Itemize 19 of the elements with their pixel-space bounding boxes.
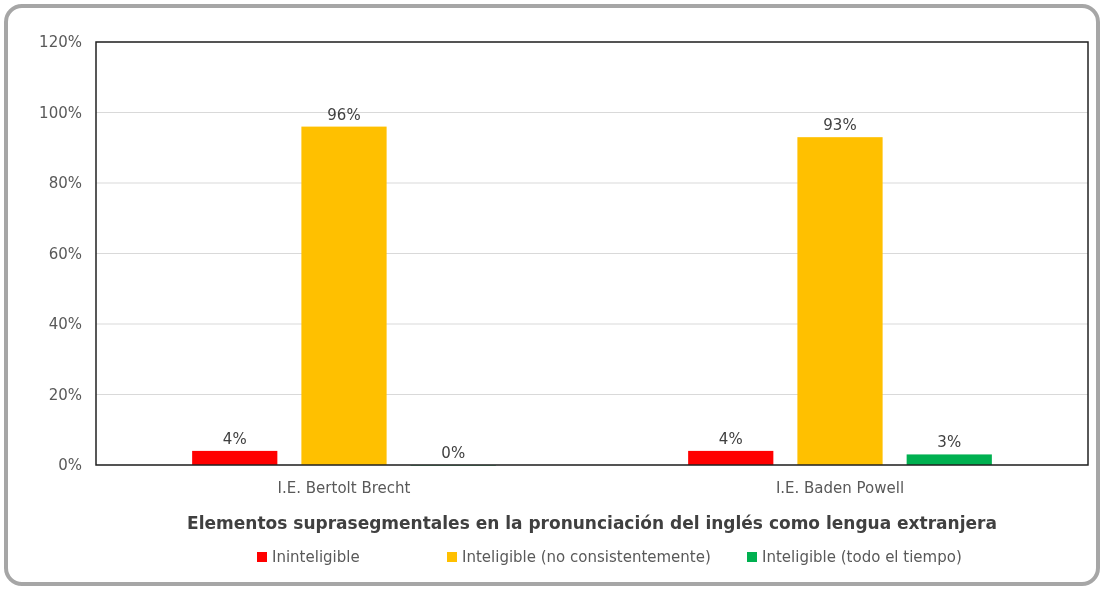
y-tick-label: 80% — [48, 174, 82, 193]
data-label: 93% — [823, 116, 857, 135]
y-tick-label: 120% — [39, 33, 82, 52]
x-tick-label: I.E. Baden Powell — [775, 479, 905, 497]
data-label: 96% — [327, 105, 361, 124]
y-tick-label: 100% — [39, 103, 82, 122]
data-label: 3% — [937, 433, 962, 452]
x-axis-title: Elementos suprasegmentales en la pronunciación del inglés como lengua extranjera — [187, 513, 997, 533]
y-tick-label: 60% — [48, 244, 82, 263]
x-tick-label: I.E. Bertolt Brecht — [277, 479, 411, 497]
legend-label: Ininteligible — [272, 548, 360, 567]
legend-label: Inteligible (todo el tiempo) — [762, 548, 962, 567]
data-label: 4% — [222, 429, 247, 448]
legend-label: Inteligible (no consistentemente) — [462, 548, 711, 567]
data-label: 4% — [718, 429, 743, 448]
y-tick-label: 20% — [48, 385, 82, 404]
y-tick-label: 0% — [58, 456, 82, 475]
y-tick-label: 40% — [48, 315, 82, 334]
data-label: 0% — [441, 444, 466, 462]
